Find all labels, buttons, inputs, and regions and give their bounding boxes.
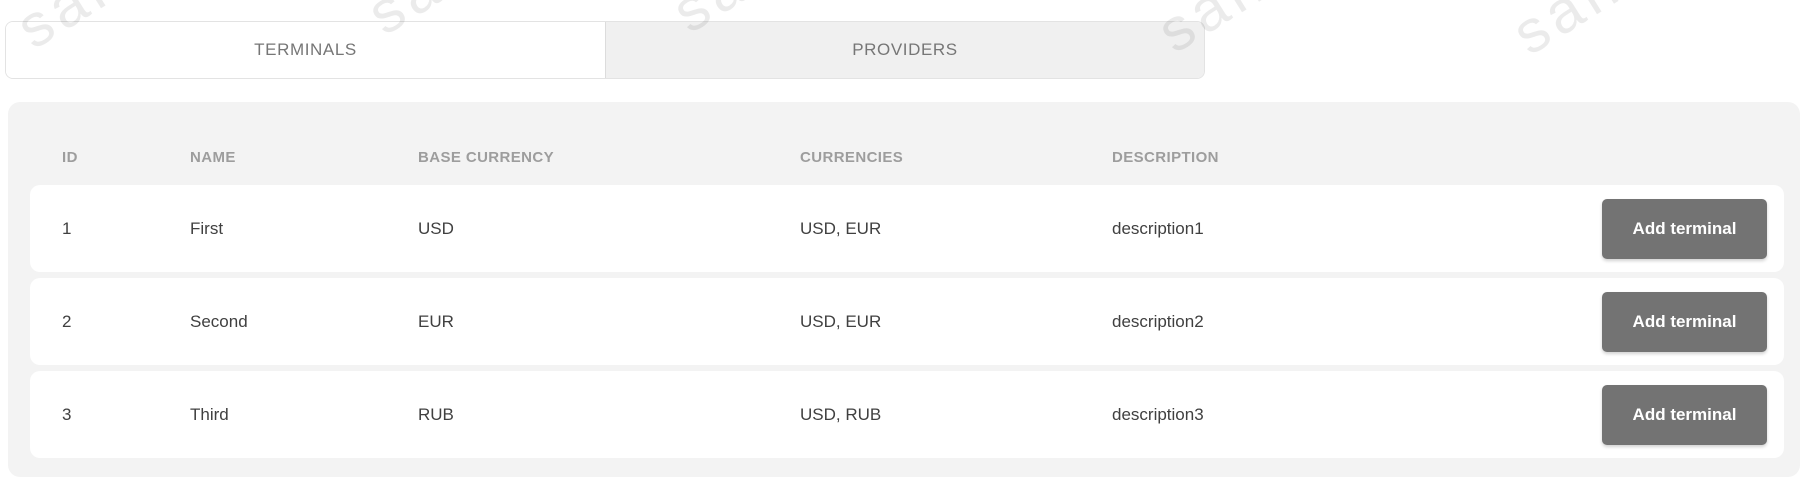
tab-terminals[interactable]: TERMINALS bbox=[6, 22, 605, 78]
cell-currencies: USD, RUB bbox=[800, 404, 882, 424]
cell-base-currency: EUR bbox=[418, 311, 454, 331]
cell-currencies: USD, EUR bbox=[800, 218, 882, 238]
table-row: 3 Third RUB USD, RUB description3 Add te… bbox=[30, 371, 1784, 458]
column-header-currencies: CURRENCIES bbox=[800, 148, 904, 166]
cell-name: First bbox=[190, 218, 224, 238]
cell-currencies: USD, EUR bbox=[800, 311, 882, 331]
cell-id: 3 bbox=[62, 404, 72, 424]
cell-description: description1 bbox=[1112, 218, 1204, 238]
tab-providers[interactable]: PROVIDERS bbox=[605, 22, 1204, 78]
add-terminal-button[interactable]: Add terminal bbox=[1602, 384, 1767, 445]
cell-id: 1 bbox=[62, 218, 72, 238]
column-header-base-currency: BASE CURRENCY bbox=[418, 148, 555, 166]
column-header-id: ID bbox=[62, 148, 78, 166]
table-row: 2 Second EUR USD, EUR description2 Add t… bbox=[30, 278, 1784, 365]
column-header-description: DESCRIPTION bbox=[1112, 148, 1219, 166]
sandbox-watermark: sandbox bbox=[1500, 0, 1766, 70]
cell-description: description3 bbox=[1112, 404, 1204, 424]
table-row: 1 First USD USD, EUR description1 Add te… bbox=[30, 185, 1784, 272]
cell-name: Third bbox=[190, 404, 229, 424]
cell-base-currency: USD bbox=[418, 218, 454, 238]
cell-name: Second bbox=[190, 311, 248, 331]
column-header-name: NAME bbox=[190, 148, 236, 166]
tab-bar: TERMINALS PROVIDERS bbox=[5, 21, 1205, 79]
table-header-row: ID NAME BASE CURRENCY CURRENCIES DESCRIP… bbox=[30, 129, 1784, 185]
cell-base-currency: RUB bbox=[418, 404, 454, 424]
add-terminal-button[interactable]: Add terminal bbox=[1602, 291, 1767, 352]
cell-description: description2 bbox=[1112, 311, 1204, 331]
terminals-panel: ID NAME BASE CURRENCY CURRENCIES DESCRIP… bbox=[8, 102, 1800, 477]
add-terminal-button[interactable]: Add terminal bbox=[1602, 198, 1767, 259]
cell-id: 2 bbox=[62, 311, 72, 331]
